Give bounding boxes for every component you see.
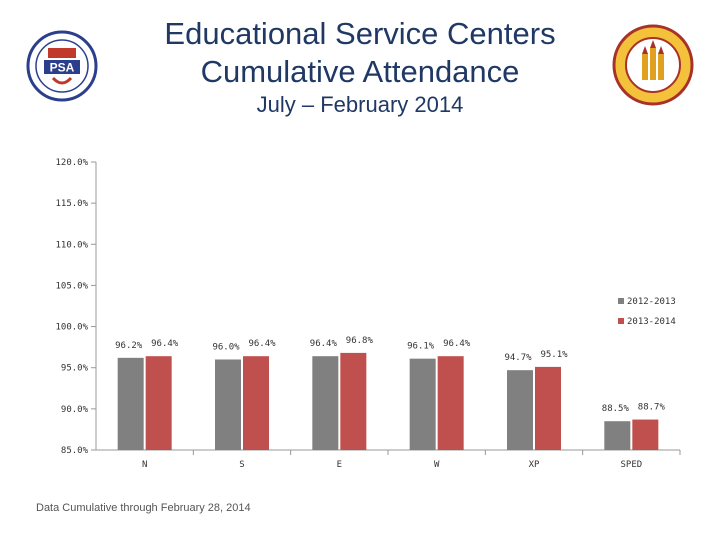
data-label: 88.5%	[602, 404, 630, 414]
x-tick-label: XP	[529, 460, 540, 470]
bar-2012-2013-SPED	[604, 421, 631, 450]
y-tick-label: 120.0%	[55, 158, 88, 168]
page-title-line1: Educational Service Centers	[164, 16, 556, 51]
y-tick-label: 95.0%	[61, 364, 89, 374]
bar-2013-2014-E	[340, 352, 367, 450]
y-tick-label: 115.0%	[55, 199, 88, 209]
data-label: 94.7%	[504, 353, 532, 363]
page-subtitle: July – February 2014	[256, 92, 464, 117]
page-title-line2: Cumulative Attendance	[200, 54, 520, 89]
data-label: 96.4%	[310, 339, 338, 349]
y-tick-label: 110.0%	[55, 240, 88, 250]
data-label: 88.7%	[638, 403, 666, 413]
bar-2012-2013-E	[312, 356, 339, 450]
y-tick-label: 85.0%	[61, 446, 89, 456]
legend-label: 2013-2014	[627, 317, 676, 327]
data-label: 96.4%	[443, 339, 471, 349]
y-tick-label: 105.0%	[55, 281, 88, 291]
x-tick-label: E	[337, 460, 342, 470]
data-label: 96.4%	[248, 339, 276, 349]
bar-2013-2014-N	[145, 356, 172, 450]
legend-label: 2012-2013	[627, 297, 676, 307]
x-tick-label: N	[142, 460, 147, 470]
data-footnote: Data Cumulative through February 28, 201…	[36, 502, 251, 514]
data-label: 96.0%	[212, 342, 240, 352]
bar-2012-2013-N	[117, 357, 144, 450]
bar-2012-2013-W	[409, 358, 436, 450]
psa-logo-icon: PSA	[26, 30, 98, 102]
legend-swatch	[618, 298, 624, 304]
bar-2012-2013-S	[215, 359, 241, 450]
y-tick-label: 90.0%	[61, 405, 89, 415]
data-label: 96.8%	[346, 336, 374, 346]
x-tick-label: SPED	[620, 460, 642, 470]
legend-swatch	[618, 318, 624, 324]
psa-logo-text: PSA	[50, 61, 75, 75]
bar-2013-2014-W	[437, 356, 464, 450]
bar-2013-2014-S	[243, 356, 269, 450]
data-label: 96.4%	[151, 339, 179, 349]
x-tick-label: W	[434, 460, 440, 470]
district-seal-icon	[612, 24, 694, 106]
bar-2013-2014-SPED	[632, 419, 659, 450]
data-label: 96.2%	[115, 341, 143, 351]
x-tick-label: S	[239, 460, 244, 470]
data-label: 96.1%	[407, 342, 435, 352]
data-label: 95.1%	[540, 350, 568, 360]
bar-2013-2014-XP	[535, 366, 561, 450]
y-tick-label: 100.0%	[55, 323, 88, 333]
bar-2012-2013-XP	[507, 370, 533, 450]
